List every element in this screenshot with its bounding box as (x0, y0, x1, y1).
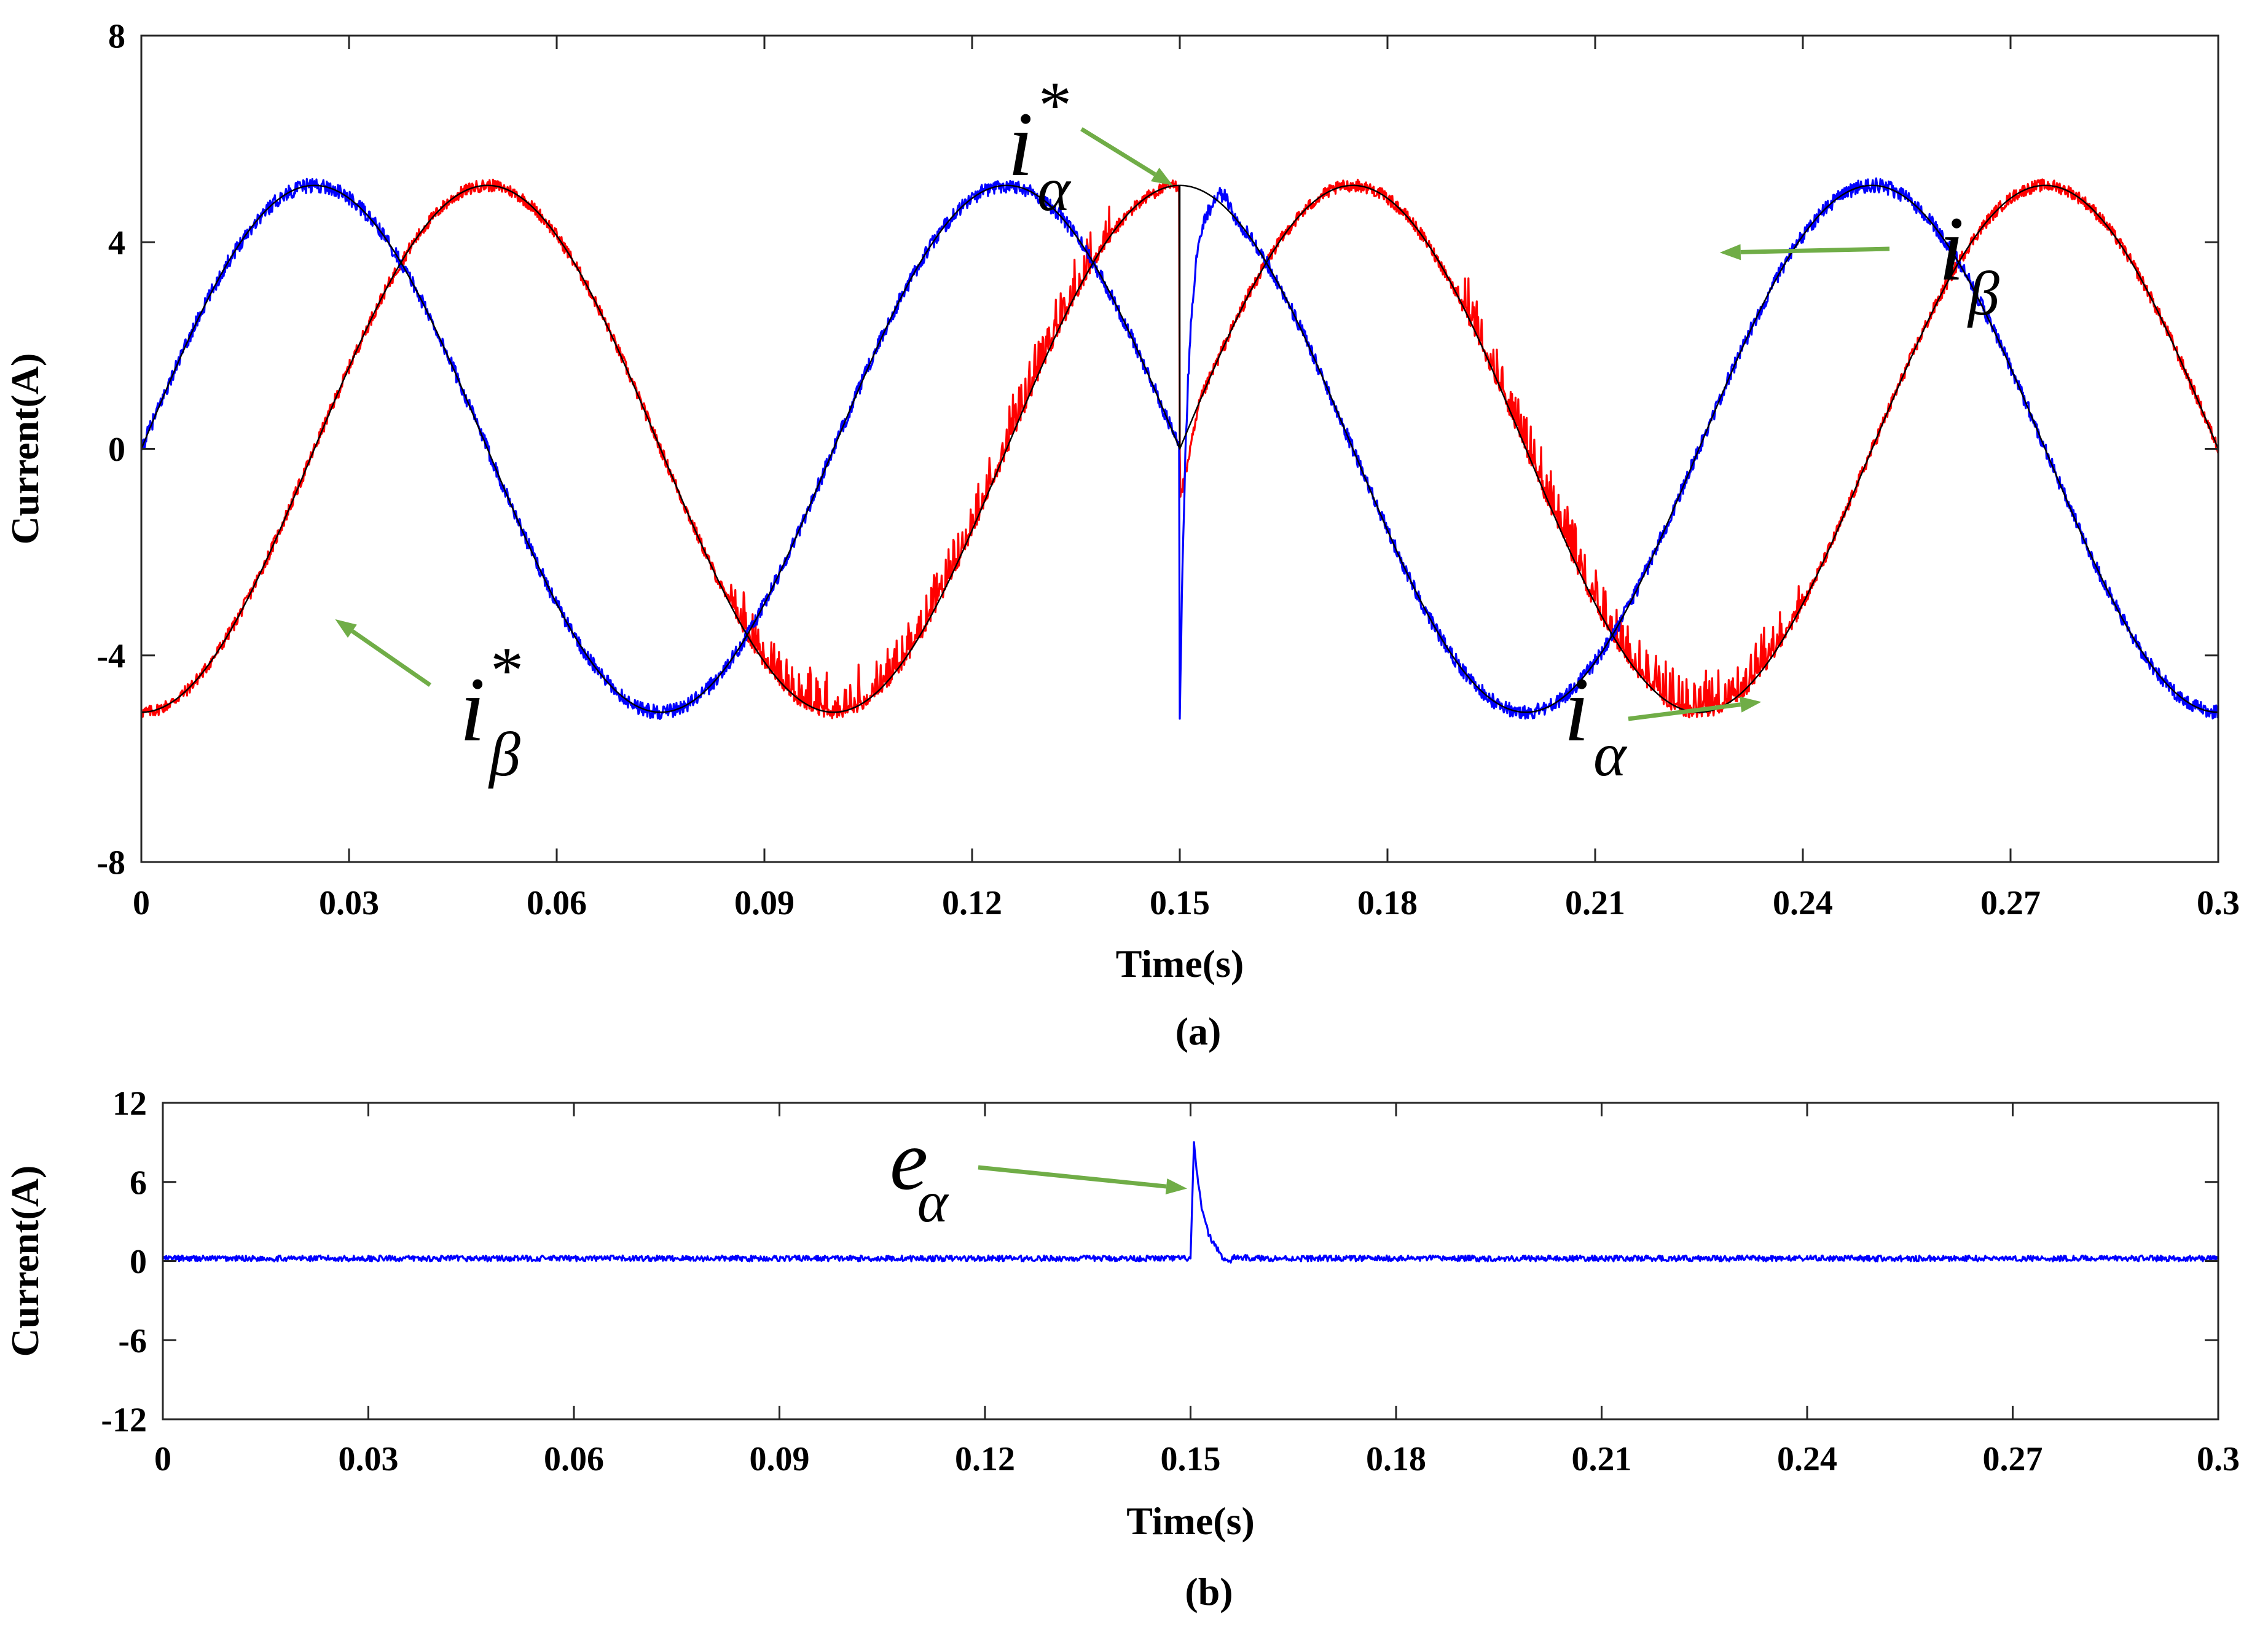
x-tick-label-b: 0.03 (339, 1440, 399, 1478)
x-tick-label-a: 0.09 (734, 884, 795, 922)
annotation-main: i (460, 659, 485, 761)
x-tick-label-a: 0.27 (1980, 884, 2041, 922)
annotation-arrow-line (1080, 127, 1156, 176)
annotation-subscript: β (1967, 259, 1999, 329)
x-tick-label-b: 0.27 (1983, 1440, 2043, 1478)
y-tick-label-a: 8 (108, 18, 125, 56)
annotation-main: i (1939, 198, 1964, 300)
annotation-arrow-head (1150, 167, 1173, 186)
x-tick-label-a: 0 (133, 884, 150, 922)
annotation-subscript: α (1037, 155, 1072, 224)
annotation-i-beta-ref: i β * (335, 619, 520, 790)
annotation-arrow-head (1740, 696, 1762, 713)
annotation-subscript: α (917, 1169, 949, 1234)
annotation-arrow-head (335, 619, 357, 638)
panel-a: 0 0.03 0.06 0.09 0.12 0.15 0.18 0.21 0.24 0.27 0.3… (3, 18, 2240, 1053)
annotation-superscript: * (1035, 69, 1069, 142)
y-axis-label-a: Current(A) (3, 353, 47, 545)
annotation-e-alpha: eα (890, 1113, 1187, 1234)
series-i-alpha-ref-line (141, 184, 2218, 713)
x-tick-label-b: 0.18 (1366, 1440, 1426, 1478)
y-tick-label-a: 4 (108, 224, 125, 262)
x-tick-label-a: 0.15 (1150, 884, 1210, 922)
plot-area-a (141, 177, 2218, 720)
annotation-superscript: * (487, 634, 520, 707)
y-tick-label-b: -6 (118, 1322, 147, 1360)
plot-area-b (163, 1141, 2218, 1264)
panel-caption-b: (b) (1185, 1570, 1233, 1613)
x-tick-label-b: 0 (154, 1440, 171, 1478)
x-tick-label-b: 0.12 (955, 1440, 1015, 1478)
annotation-arrow-line (978, 1165, 1167, 1189)
annotation-arrow-line (1740, 246, 1890, 254)
annotation-i-alpha-ref: i α * (1008, 69, 1173, 224)
y-tick-label-b: 12 (112, 1085, 147, 1123)
annotation-main: i (1008, 93, 1034, 195)
y-tick-label-b: 0 (130, 1243, 147, 1281)
annotation-arrow-line (1628, 702, 1741, 721)
x-tick-label-b: 0.24 (1777, 1440, 1837, 1478)
annotation-arrow-head (1165, 1178, 1187, 1194)
x-tick-label-a: 0.06 (527, 884, 587, 922)
y-tick-label-b: -12 (101, 1401, 147, 1440)
x-tick-label-b: 0.21 (1572, 1440, 1632, 1478)
annotation-main: e (890, 1113, 928, 1208)
annotation-subscript: β (488, 720, 520, 790)
annotation-arrow-head (1719, 244, 1741, 261)
x-tick-label-b: 0.06 (544, 1440, 604, 1478)
series-group-b (163, 1141, 2218, 1264)
y-tick-label-b: 6 (130, 1164, 147, 1202)
x-tick-label-a: 0.24 (1773, 884, 1833, 922)
y-tick-label-a: 0 (108, 431, 125, 469)
x-axis-label-b: Time(s) (1126, 1499, 1255, 1543)
x-tick-label-a: 0.21 (1565, 884, 1625, 922)
annotation-main: i (1564, 659, 1590, 761)
x-tick-label-a: 0.3 (2197, 884, 2240, 922)
y-tick-label-a: -8 (96, 844, 125, 882)
annotation-arrow-line (351, 629, 431, 687)
x-tick-label-a: 0.03 (319, 884, 379, 922)
x-axis-label-a: Time(s) (1116, 942, 1244, 986)
y-axis-label-b: Current(A) (3, 1166, 47, 1357)
y-tick-label-a: -4 (96, 637, 125, 675)
x-tick-label-b: 0.3 (2197, 1440, 2240, 1478)
series-e-alpha-line (163, 1141, 2218, 1264)
panel-caption-a: (a) (1175, 1009, 1222, 1053)
annotation-subscript: α (1593, 720, 1628, 790)
x-tick-label-b: 0.09 (750, 1440, 810, 1478)
series-group-a (141, 177, 2218, 720)
x-tick-label-a: 0.12 (942, 884, 1002, 922)
x-tick-label-a: 0.18 (1357, 884, 1418, 922)
panel-b: 0 0.03 0.06 0.09 0.12 0.15 0.18 0.21 0.24 0.27 0.3… (3, 1085, 2240, 1613)
x-tick-label-b: 0.15 (1161, 1440, 1221, 1478)
